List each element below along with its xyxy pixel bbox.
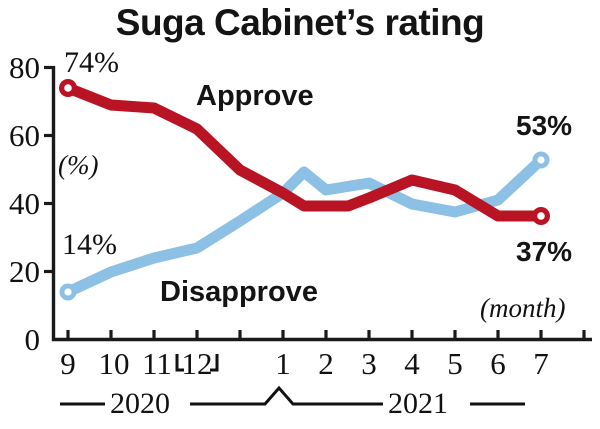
approve-end-value-label: 37% <box>516 236 573 267</box>
disapprove-end-value-label: 53% <box>516 110 573 141</box>
y-tick-label-60: 60 <box>9 118 40 153</box>
series-label-disapprove: Disapprove <box>160 276 318 308</box>
y-tick-label-80: 80 <box>9 50 40 85</box>
x-tick-label-sep-2020: 9 <box>60 346 76 381</box>
x-axis-ticks <box>66 330 586 341</box>
x-group-label-2020: 2020 <box>110 387 170 420</box>
x-axis-unit-label: (month) <box>480 293 566 323</box>
series-label-approve: Approve <box>196 80 314 112</box>
disapprove-start-value-label: 14% <box>62 228 117 261</box>
series-approve <box>59 79 550 225</box>
x-tick-label-nov-2020: 11 <box>142 346 172 381</box>
y-tick-label-20: 20 <box>9 254 40 289</box>
x-tick-label-jan-2021: 1 <box>275 346 291 381</box>
x-tick-label-oct-2020: 10 <box>98 346 130 381</box>
x-tick-label-may-2021: 5 <box>447 346 463 381</box>
x-tick-label-dec-2020: 12 <box>181 346 213 381</box>
approve-start-value-label: 74% <box>64 46 119 79</box>
y-axis-unit-label: (%) <box>58 150 99 180</box>
y-tick-label-40: 40 <box>9 186 40 221</box>
x-tick-label-jul-2021: 7 <box>533 346 549 381</box>
series-disapprove <box>59 151 550 301</box>
page-title: Suga Cabinet’s rating <box>115 2 485 43</box>
x-group-label-2021: 2021 <box>388 387 448 420</box>
year-rules <box>60 385 525 406</box>
y-axis-ticks <box>44 65 55 274</box>
x-tick-label-apr-2021: 4 <box>404 346 420 381</box>
x-tick-label-mar-2021: 3 <box>361 346 377 381</box>
x-tick-label-jun-2021: 6 <box>490 346 506 381</box>
x-tick-label-feb-2021: 2 <box>318 346 334 381</box>
december-bracket <box>175 354 219 372</box>
y-tick-label-0: 0 <box>24 322 41 357</box>
